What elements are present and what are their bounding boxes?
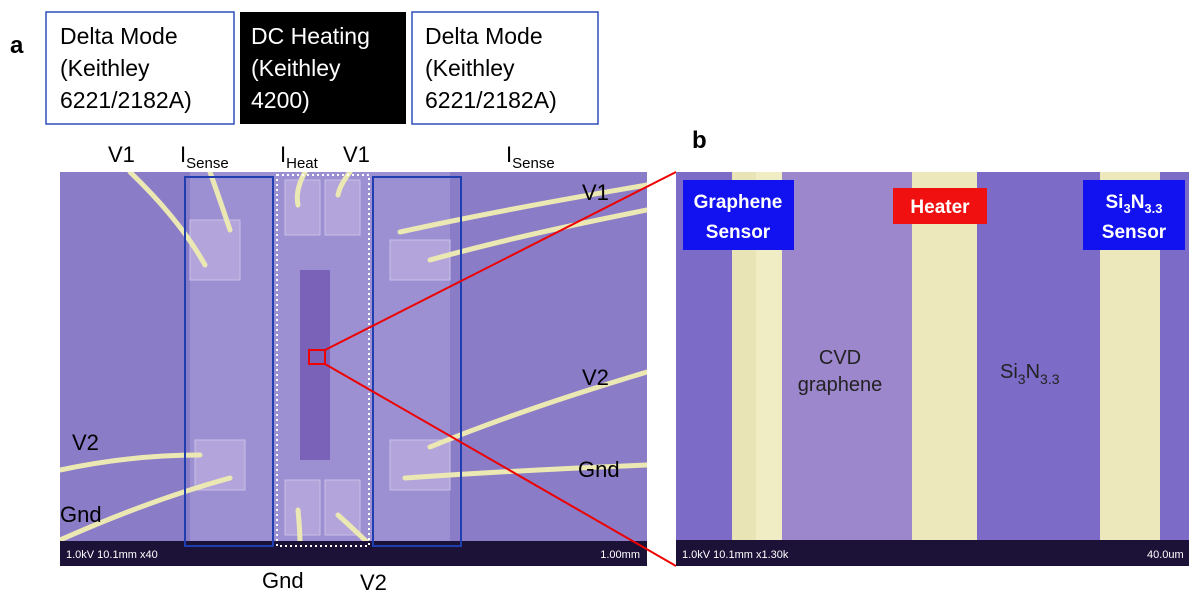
box-line: Delta Mode bbox=[425, 23, 543, 49]
formula: N bbox=[1131, 192, 1145, 213]
box-line: (Keithley bbox=[60, 55, 150, 81]
terminal: V1 bbox=[582, 180, 609, 205]
tag-text: Graphene bbox=[694, 192, 783, 213]
region-label: graphene bbox=[798, 374, 883, 396]
figure: a Delta Mode (Keithley 6221/2182A) DC He… bbox=[0, 0, 1189, 591]
terminal: V2 bbox=[360, 570, 387, 591]
terminal: ISense bbox=[180, 142, 229, 172]
formula: N bbox=[1026, 361, 1040, 383]
terminal: IHeat bbox=[280, 142, 319, 172]
terminal: V2 bbox=[582, 365, 609, 390]
formula: 3 bbox=[1123, 201, 1130, 216]
box-line: Delta Mode bbox=[60, 23, 178, 49]
terminal: Gnd bbox=[578, 457, 620, 482]
box-line: (Keithley bbox=[425, 55, 515, 81]
scale-info: 1.0kV 10.1mm x40 bbox=[66, 549, 158, 561]
formula: 3.3 bbox=[1144, 201, 1162, 216]
terminal-sub: Sense bbox=[512, 155, 555, 172]
box-line: 4200) bbox=[251, 87, 310, 113]
terminal-sub: Sense bbox=[186, 155, 229, 172]
box-line: (Keithley bbox=[251, 55, 341, 81]
tag-text: Sensor bbox=[706, 222, 771, 243]
terminal: V1 bbox=[343, 142, 370, 167]
box-line: 6221/2182A) bbox=[60, 87, 192, 113]
panel-label: a bbox=[10, 32, 24, 59]
box-line: DC Heating bbox=[251, 23, 370, 49]
scale-length: 40.0um bbox=[1147, 549, 1184, 561]
formula: Si bbox=[1106, 192, 1124, 213]
terminal: V2 bbox=[72, 430, 99, 455]
panel-label: b bbox=[692, 127, 707, 154]
formula: 3.3 bbox=[1040, 371, 1060, 387]
tag-text: Heater bbox=[910, 197, 970, 218]
terminal: V1 bbox=[108, 142, 135, 167]
region-label: CVD bbox=[819, 347, 861, 369]
instrument-text: Delta Mode (Keithley 6221/2182A) DC Heat… bbox=[60, 23, 557, 113]
scale-info: 1.0kV 10.1mm x1.30k bbox=[682, 549, 789, 561]
terminal-sub: Heat bbox=[286, 155, 319, 172]
scale-length: 1.00mm bbox=[600, 549, 640, 561]
tag-text: Sensor bbox=[1102, 222, 1167, 243]
formula: Si bbox=[1000, 361, 1018, 383]
box-line: 6221/2182A) bbox=[425, 87, 557, 113]
formula: 3 bbox=[1018, 371, 1026, 387]
terminal: ISense bbox=[506, 142, 555, 172]
terminal: Gnd bbox=[60, 502, 102, 527]
terminal: Gnd bbox=[262, 568, 304, 591]
